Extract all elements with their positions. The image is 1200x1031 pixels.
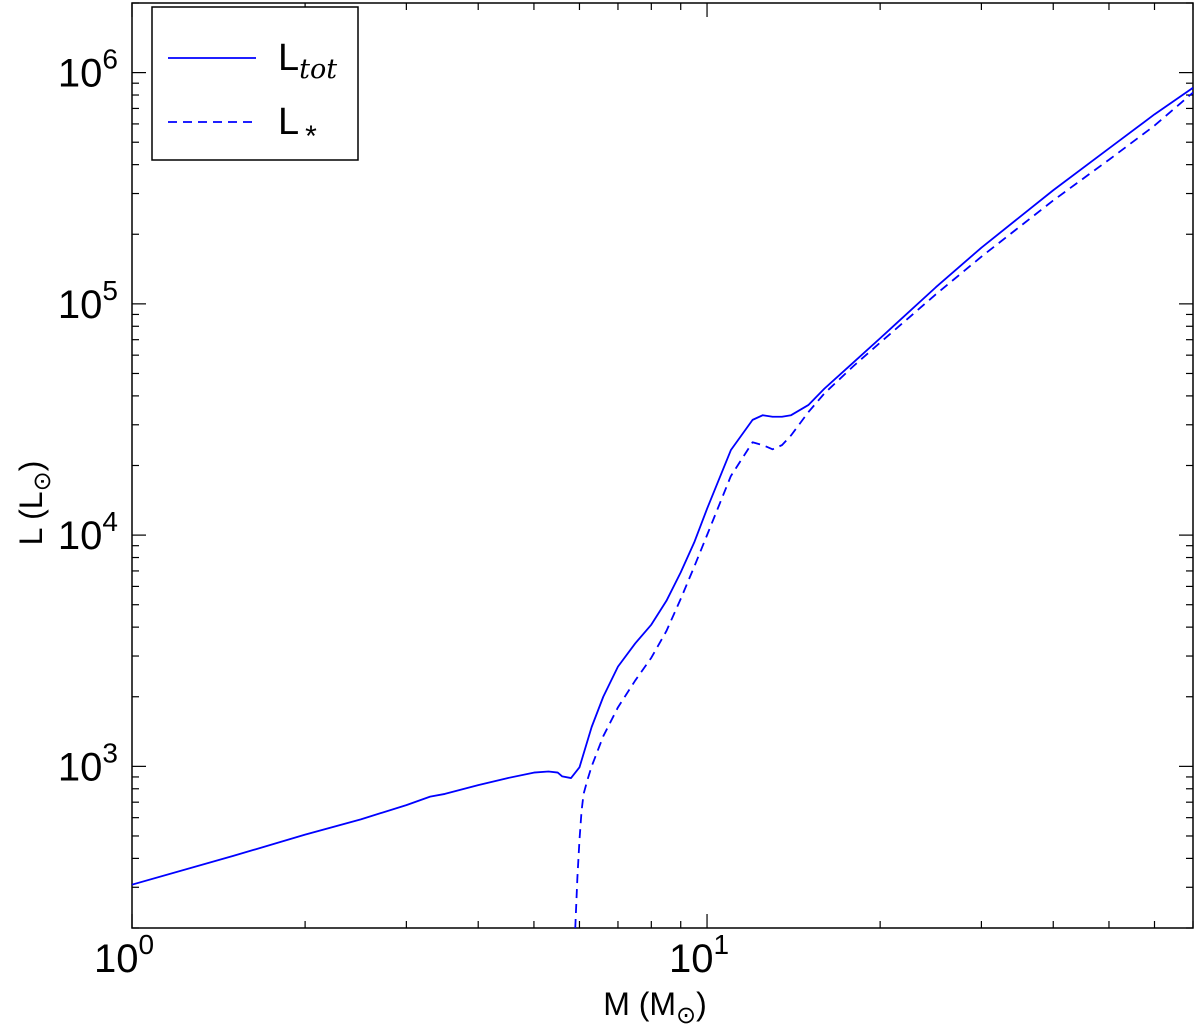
legend-box <box>151 6 359 161</box>
x-tick-label: 100 <box>94 929 154 981</box>
series-lines <box>132 87 1193 928</box>
legend: Ltot L * <box>151 6 359 161</box>
y-tick-label: 105 <box>58 275 118 327</box>
y-tick-label: 103 <box>58 737 118 789</box>
legend-label-ltot: Ltot <box>278 37 337 85</box>
series-line-ltot <box>132 87 1193 886</box>
legend-label-lstar: L * <box>278 101 317 153</box>
tick-group <box>131 2 1194 929</box>
y-tick-label: 104 <box>58 506 118 558</box>
tick-label-group: 100 101 103 104 105 106 <box>58 44 729 981</box>
x-tick-label: 101 <box>669 929 729 981</box>
series-line-lstar <box>574 91 1193 928</box>
x-axis-label: M (M⊙) <box>603 986 707 1029</box>
y-tick-label: 106 <box>58 44 118 96</box>
y-axis-label: L (L⊙) <box>13 461 56 546</box>
